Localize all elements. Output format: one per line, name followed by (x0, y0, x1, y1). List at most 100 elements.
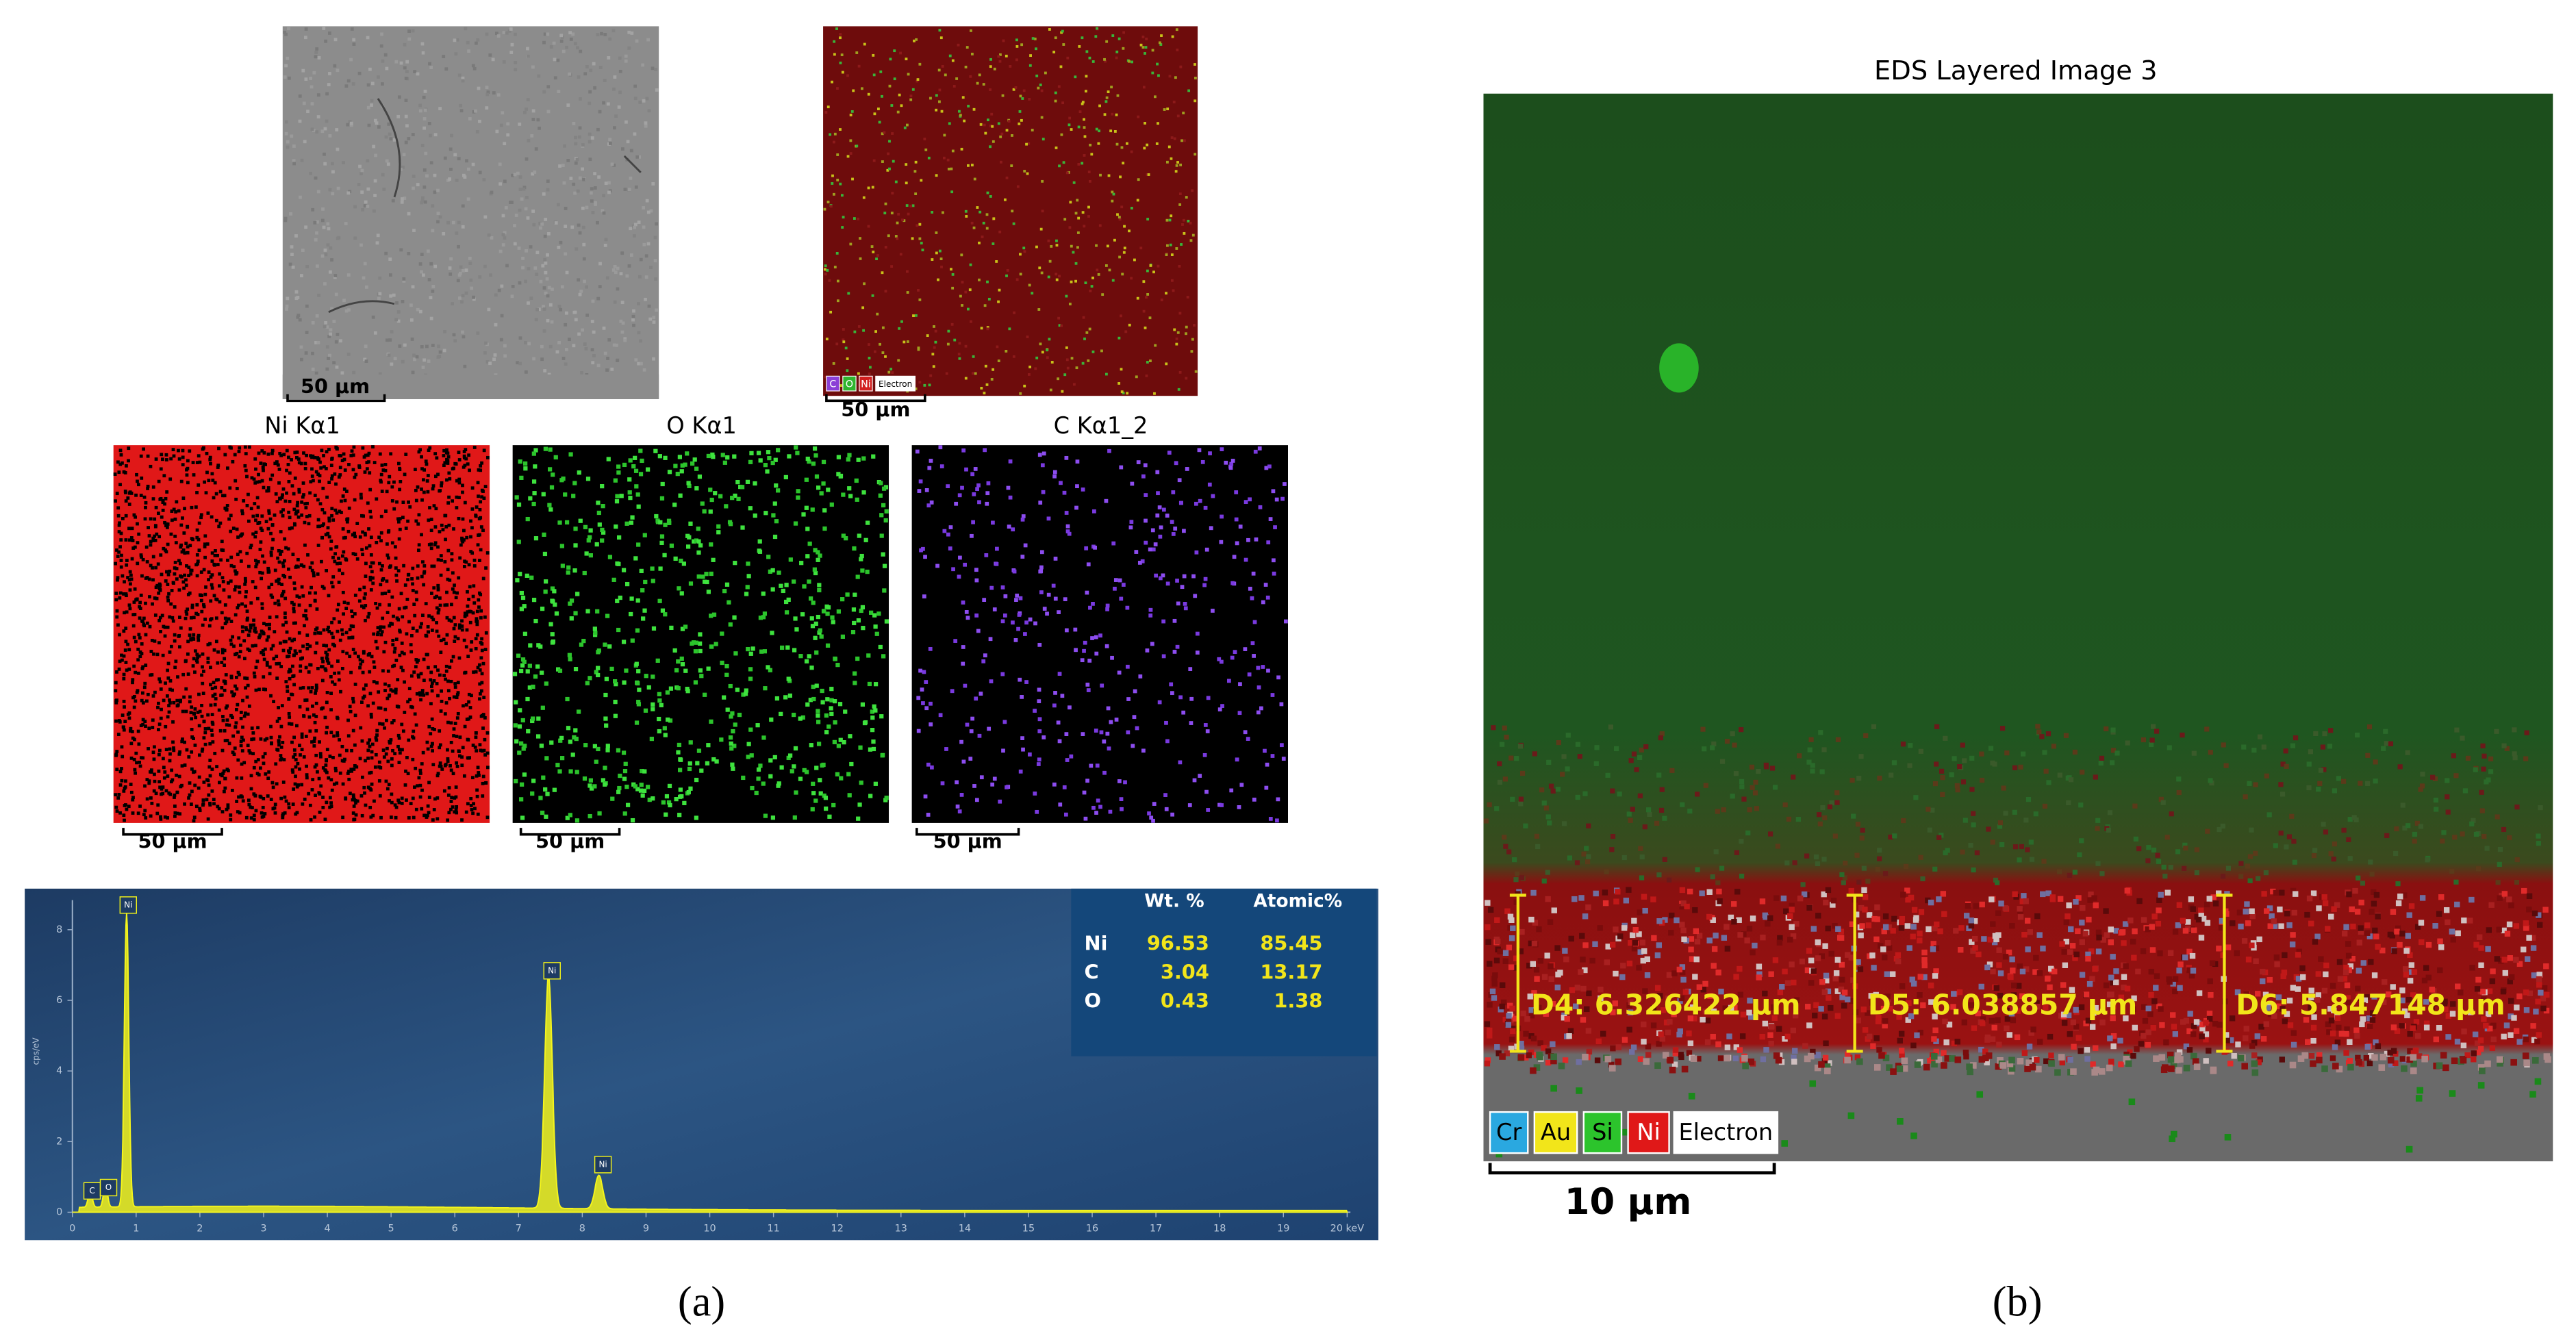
pixel (502, 31, 506, 34)
pixel (657, 698, 662, 703)
pixel (245, 504, 249, 507)
pixel (401, 668, 405, 672)
pixel (360, 604, 364, 608)
pixel (229, 620, 233, 623)
pixel (325, 700, 329, 705)
pixel (170, 518, 174, 522)
pixel (136, 479, 139, 483)
pixel (257, 635, 261, 640)
pixel (294, 621, 297, 625)
pixel (678, 493, 683, 498)
pixel (503, 344, 507, 348)
pixel (629, 149, 633, 153)
pixel (535, 307, 540, 312)
pixel (388, 132, 392, 136)
pixel (1107, 174, 1111, 177)
pixel (117, 550, 121, 554)
pixel (867, 186, 870, 190)
pixel (435, 606, 439, 610)
pixel (798, 776, 803, 781)
pixel (318, 474, 322, 478)
pixel (957, 43, 960, 47)
pixel (492, 357, 496, 362)
pixel (396, 569, 401, 573)
pixel (181, 548, 186, 552)
pixel (399, 167, 403, 171)
pixel (132, 600, 136, 604)
pixel (323, 768, 327, 772)
pixel (368, 578, 372, 582)
pixel (415, 692, 419, 696)
pixel (1063, 218, 1067, 221)
pixel (358, 666, 362, 670)
pixel (460, 755, 464, 759)
pixel (210, 687, 214, 691)
pixel (333, 508, 338, 512)
pixel (416, 673, 420, 677)
pixel (536, 716, 541, 721)
pixel (578, 518, 583, 523)
pixel (424, 459, 428, 464)
pixel (581, 328, 585, 332)
pixel (453, 339, 457, 343)
pixel (444, 642, 448, 646)
pixel (824, 375, 827, 379)
pixel (223, 786, 227, 790)
pixel (603, 692, 608, 698)
pixel (573, 310, 577, 314)
pixel (518, 362, 522, 366)
pixel (238, 811, 242, 815)
pixel (872, 73, 876, 77)
pixel (138, 764, 142, 768)
pixel (457, 576, 461, 580)
pixel (1083, 337, 1086, 340)
pixel (577, 278, 581, 282)
pixel (1000, 132, 1004, 136)
pixel (131, 681, 134, 685)
pixel (375, 733, 379, 737)
pixel (396, 705, 401, 709)
pixel (952, 85, 956, 88)
pixel (402, 652, 406, 656)
pixel (335, 511, 339, 515)
pixel (216, 553, 219, 557)
pixel (635, 39, 639, 43)
pixel (229, 555, 233, 559)
pixel (829, 310, 833, 314)
pixel (754, 790, 759, 796)
pixel (128, 538, 131, 542)
pixel (333, 671, 337, 675)
pixel (588, 157, 592, 162)
pixel (429, 262, 433, 266)
pixel (223, 622, 227, 626)
pixel (1007, 120, 1011, 123)
pixel (157, 677, 162, 681)
pixel (205, 470, 209, 474)
pixel (379, 583, 383, 587)
pixel (273, 802, 277, 807)
pixel (391, 689, 395, 693)
pixel (1116, 94, 1120, 97)
pixel (861, 626, 866, 631)
pixel (494, 293, 498, 297)
pixel (128, 607, 132, 611)
pixel (918, 223, 922, 226)
pixel (1015, 45, 1019, 48)
pixel (135, 472, 138, 477)
pixel (968, 288, 972, 292)
pixel (172, 748, 176, 752)
pixel (985, 227, 989, 230)
pixel (340, 511, 343, 514)
pixel (770, 587, 775, 592)
pixel (439, 650, 443, 655)
pixel (235, 651, 239, 655)
pixel (269, 647, 273, 651)
pixel (1187, 219, 1190, 223)
pixel (618, 69, 622, 73)
pixel (482, 178, 486, 181)
pixel (360, 514, 364, 518)
pixel (226, 581, 230, 585)
pixel (120, 767, 123, 770)
pixel (420, 488, 423, 491)
pixel (459, 543, 463, 547)
